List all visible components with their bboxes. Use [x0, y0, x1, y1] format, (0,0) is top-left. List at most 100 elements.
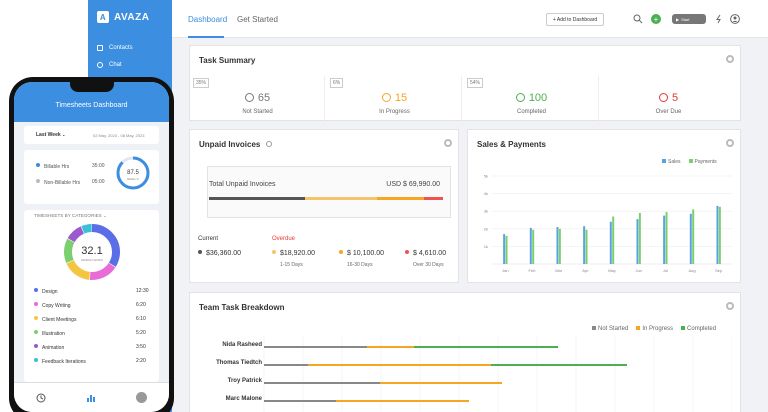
bar-payments-aug[interactable] [692, 209, 695, 264]
user-profile-icon[interactable] [730, 14, 740, 24]
task-bar-completed[interactable] [491, 364, 628, 366]
task-bar-in-progress[interactable] [366, 346, 414, 348]
summary-completed[interactable]: 54% 100 Completed [464, 76, 599, 126]
legend-swatch [592, 326, 596, 330]
bar-chart-icon[interactable] [86, 393, 96, 403]
period-selector[interactable]: Last Week ⌄ [36, 132, 65, 138]
donut-slice-design[interactable] [64, 224, 120, 280]
sidebar-item-contacts[interactable]: Contacts [97, 45, 133, 51]
category-row[interactable]: Illustration [34, 330, 65, 337]
bar-sales-jan[interactable] [503, 234, 506, 264]
brand-name: AVAZA [114, 11, 150, 23]
gear-icon[interactable] [726, 139, 734, 147]
category-value: 5:20 [136, 330, 146, 336]
period-label: Last Week [36, 132, 61, 138]
gear-icon[interactable] [726, 302, 734, 310]
top-bar [172, 0, 768, 38]
task-bar-in-progress[interactable] [380, 382, 503, 384]
unpaid-bar-segment [209, 197, 305, 200]
task-bar-not-started[interactable] [264, 346, 367, 348]
overdue-amount: $ 10,100.00 [339, 250, 384, 257]
bar-payments-mar[interactable] [558, 228, 561, 264]
categories-heading[interactable]: TIMESHEETS BY CATEGORIES ⌄ [34, 213, 107, 219]
clock-icon[interactable] [36, 393, 46, 403]
task-bar-not-started[interactable] [264, 382, 381, 384]
summary-label: Over Due [655, 109, 682, 115]
summary-over-due[interactable]: 5 Over Due [601, 76, 736, 126]
bar-payments-may[interactable] [612, 216, 615, 264]
categories-card: TIMESHEETS BY CATEGORIES ⌄ 32.1 DESIGN W… [24, 210, 159, 382]
donut-slice-illustration[interactable] [64, 224, 120, 280]
add-icon[interactable]: + [651, 14, 661, 24]
task-bar-in-progress[interactable] [308, 364, 492, 366]
category-row[interactable]: Client Meetings [34, 316, 76, 323]
unpaid-total-panel: Total Unpaid Invoices USD $ 69,990.00 [207, 166, 451, 218]
task-bar-not-started[interactable] [264, 400, 337, 402]
sidebar-item-chat[interactable]: Chat [97, 62, 122, 68]
unpaid-invoices-title: Unpaid Invoices [199, 140, 272, 149]
bar-payments-jul[interactable] [665, 212, 668, 264]
team-grid [263, 336, 732, 412]
avatar[interactable] [136, 392, 147, 403]
task-summary-title: Task Summary [199, 56, 256, 65]
category-name: Client Meetings [42, 317, 77, 323]
bar-payments-jun[interactable] [638, 212, 641, 264]
category-donut-chart: 32.1 DESIGN WORK [64, 224, 120, 280]
bar-sales-jun[interactable] [636, 219, 639, 264]
bar-sales-aug[interactable] [689, 213, 692, 264]
x-tick-label: Aug [688, 268, 695, 273]
x-tick-label: Mar [555, 268, 563, 273]
category-row[interactable]: Copy Writing [34, 302, 71, 309]
bar-sales-mar[interactable] [556, 227, 559, 264]
bar-sales-jul[interactable] [663, 215, 666, 264]
period-card[interactable]: Last Week ⌄ 02 May, 2023 - 08 May, 2023 [24, 126, 159, 144]
legend-label: Completed [687, 326, 717, 332]
donut-slice-copy-writing[interactable] [64, 224, 120, 280]
task-bar-not-started[interactable] [264, 364, 309, 366]
bar-sales-sep[interactable] [716, 205, 719, 264]
tab-dashboard[interactable]: Dashboard [188, 15, 228, 24]
gear-icon[interactable] [726, 55, 734, 63]
category-dot [34, 344, 38, 348]
bar-payments-feb[interactable] [532, 229, 535, 264]
status-circle-icon [658, 93, 668, 102]
summary-value: 65 [190, 92, 325, 104]
summary-value-text: 100 [528, 92, 548, 104]
bar-sales-may[interactable] [609, 221, 612, 264]
category-row[interactable]: Animation [34, 344, 64, 351]
info-icon[interactable] [265, 141, 272, 147]
gear-icon[interactable] [444, 139, 452, 147]
category-row[interactable]: Feedback Iterations [34, 358, 86, 365]
category-row[interactable]: Design [34, 288, 58, 295]
legend-sales: Sales [662, 159, 681, 165]
add-to-dashboard-button[interactable]: + Add to Dashboard [546, 13, 604, 26]
task-bar-completed[interactable] [413, 346, 558, 348]
phone-bottom-nav [14, 382, 169, 412]
search-icon[interactable] [633, 14, 643, 24]
bar-payments-jan[interactable] [505, 235, 508, 264]
overdue-dot [272, 250, 276, 254]
lightning-icon[interactable] [714, 14, 724, 24]
percent-badge: 54% [467, 78, 484, 88]
task-bar-in-progress[interactable] [336, 400, 470, 402]
contacts-icon [97, 45, 103, 51]
billable-percent-sub: Billable % [127, 177, 139, 181]
bar-sales-apr[interactable] [583, 226, 586, 264]
timer-toggle[interactable]: ▶ Start [672, 14, 706, 24]
summary-in-progress[interactable]: 6% 15 In Progress [327, 76, 462, 126]
legend-payments-label: Payments [694, 159, 717, 165]
brand[interactable]: A AVAZA [97, 11, 149, 23]
task-summary-card: Task Summary 35% 65 Not Started 6% 15 In Prog… [189, 45, 741, 126]
bar-payments-apr[interactable] [585, 229, 588, 264]
tab-get-started[interactable]: Get Started [237, 15, 278, 24]
date-range: 02 May, 2023 - 08 May, 2023 [93, 133, 145, 138]
bar-sales-feb[interactable] [529, 227, 532, 264]
total-unpaid-label: Total Unpaid Invoices [209, 181, 276, 188]
overdue-range: Over 30 Days [413, 262, 444, 268]
overdue-amount-value: $ 10,100.00 [347, 250, 384, 257]
bar-payments-sep[interactable] [718, 206, 721, 264]
phone-title: Timesheets Dashboard [55, 102, 128, 109]
phone-screen: Timesheets Dashboard Last Week ⌄ 02 May,… [14, 82, 169, 412]
summary-not-started[interactable]: 35% 65 Not Started [190, 76, 325, 126]
status-circle-icon [244, 93, 254, 102]
